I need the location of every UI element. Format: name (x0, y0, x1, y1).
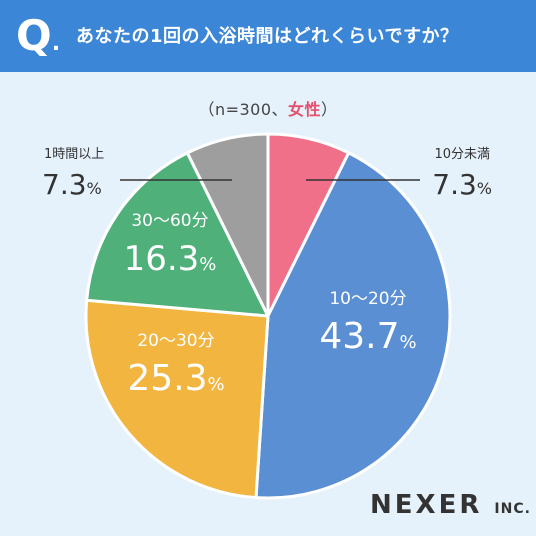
pie-slice (85, 151, 270, 318)
sample-suffix: ） (321, 100, 338, 119)
slice-category-label: 10～20分 (329, 289, 406, 309)
slice-value-label: 7.3% (42, 168, 102, 201)
pie-slice (84, 298, 270, 500)
slice-value-label: 7.3% (432, 168, 492, 201)
q-letter: Q (16, 11, 52, 60)
sample-size: （n=300、女性） (0, 96, 536, 120)
q-mark: Q. (16, 12, 60, 68)
slice-category-label: 10分未満 (434, 147, 490, 162)
question-text: あなたの1回の入浴時間はどれくらいですか？ (76, 26, 459, 47)
question-header: Q. あなたの1回の入浴時間はどれくらいですか？ (0, 0, 536, 72)
q-dot: . (51, 31, 61, 56)
slice-category-label: 30～60分 (131, 211, 208, 231)
brand-logo: NEXER INC. (370, 490, 531, 524)
pie-slice (254, 151, 452, 500)
slice-category-label: 1時間以上 (44, 147, 104, 162)
sample-prefix: （n=300、 (198, 100, 289, 119)
slice-category-label: 20～30分 (137, 331, 214, 351)
brand-suffix: INC. (494, 501, 531, 517)
sample-gender: 女性 (288, 100, 322, 119)
brand-name: NEXER (370, 490, 483, 520)
